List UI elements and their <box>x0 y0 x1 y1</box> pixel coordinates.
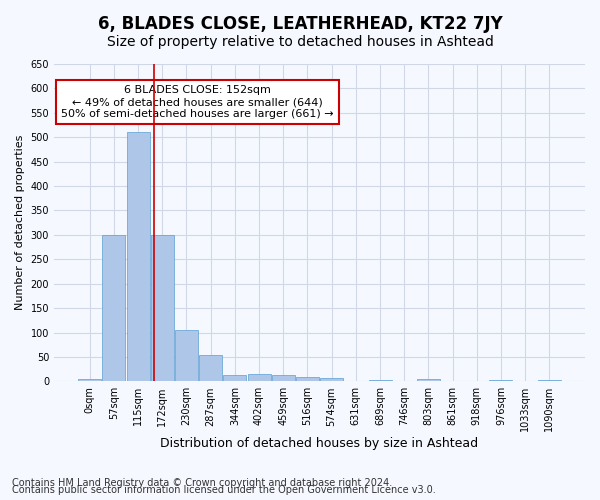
Text: 6 BLADES CLOSE: 152sqm
← 49% of detached houses are smaller (644)
50% of semi-de: 6 BLADES CLOSE: 152sqm ← 49% of detached… <box>61 86 334 118</box>
Bar <box>538 380 561 382</box>
Text: Size of property relative to detached houses in Ashtead: Size of property relative to detached ho… <box>107 35 493 49</box>
Bar <box>151 235 174 382</box>
Bar <box>272 376 295 382</box>
Bar <box>320 378 343 382</box>
Bar <box>296 378 319 382</box>
Bar <box>103 235 125 382</box>
Bar <box>248 374 271 382</box>
Text: Contains public sector information licensed under the Open Government Licence v3: Contains public sector information licen… <box>12 485 436 495</box>
Bar <box>368 380 392 382</box>
X-axis label: Distribution of detached houses by size in Ashtead: Distribution of detached houses by size … <box>160 437 479 450</box>
Y-axis label: Number of detached properties: Number of detached properties <box>15 135 25 310</box>
Bar <box>417 380 440 382</box>
Text: 6, BLADES CLOSE, LEATHERHEAD, KT22 7JY: 6, BLADES CLOSE, LEATHERHEAD, KT22 7JY <box>98 15 502 33</box>
Text: Contains HM Land Registry data © Crown copyright and database right 2024.: Contains HM Land Registry data © Crown c… <box>12 478 392 488</box>
Bar <box>490 380 512 382</box>
Bar <box>78 379 101 382</box>
Bar <box>199 356 222 382</box>
Bar <box>127 132 149 382</box>
Bar <box>223 375 247 382</box>
Bar <box>175 330 198 382</box>
